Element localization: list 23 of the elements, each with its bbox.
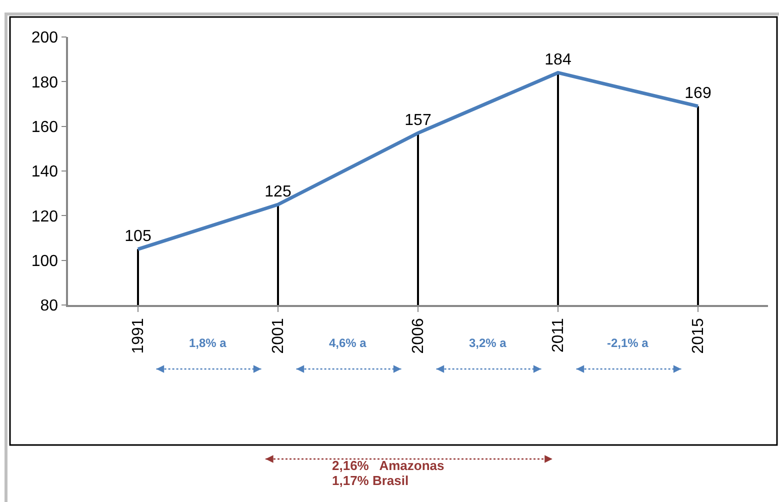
text: 3,2% a xyxy=(469,336,507,350)
data-label: 105 xyxy=(124,228,152,246)
x-tick-label: 2015 xyxy=(690,318,708,354)
y-tick-label: 120 xyxy=(31,208,58,226)
y-tick-label: 200 xyxy=(31,30,58,47)
data-label: 157 xyxy=(404,112,432,130)
y-tick-label: 180 xyxy=(31,74,58,92)
data-label: 169 xyxy=(684,85,712,102)
y-tick-label: 160 xyxy=(31,118,58,136)
text: -2,1% a xyxy=(607,336,649,350)
data-label: 125 xyxy=(264,184,292,200)
x-tick-label: 2001 xyxy=(270,318,288,354)
x-tick-label: 2011 xyxy=(550,318,568,353)
text: 1,17% Brasil xyxy=(332,473,409,488)
text: 4,6% a xyxy=(329,336,367,350)
text: 1,8% a xyxy=(189,336,227,350)
x-tick-label: 1991 xyxy=(130,318,148,354)
text: 2,16% Amazonas xyxy=(332,458,444,473)
y-tick-label: 80 xyxy=(40,298,58,315)
x-tick-label: 2006 xyxy=(410,318,428,354)
y-tick-label: 100 xyxy=(31,252,58,270)
data-label: 184 xyxy=(544,52,572,69)
y-tick-label: 140 xyxy=(31,164,58,181)
